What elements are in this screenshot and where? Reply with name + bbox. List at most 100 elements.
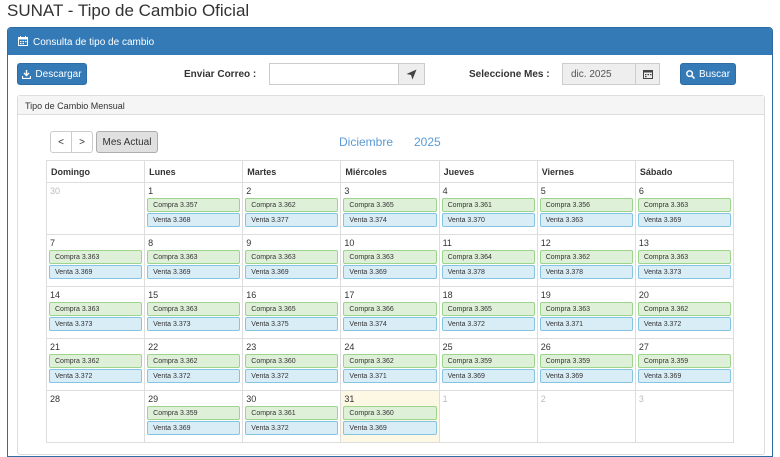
calendar-day-cell[interactable]: 25 Compra 3.359 Venta 3.369 [438,338,538,391]
calendar-week-row: 14 Compra 3.363 Venta 3.373 15 Compra 3.363 V… [45,286,735,339]
day-number: 8 [148,238,154,248]
day-number: 3 [638,394,644,404]
weekday-header: Lunes [144,160,244,183]
compra-rate: Compra 3.359 [637,354,731,368]
calendar-day-cell[interactable]: 19 Compra 3.363 Venta 3.371 [536,286,636,339]
compra-rate: Compra 3.362 [343,354,437,368]
compra-rate: Compra 3.362 [539,250,633,264]
calendar-day-cell[interactable]: 24 Compra 3.362 Venta 3.371 [340,338,440,391]
compra-rate: Compra 3.356 [539,198,633,212]
day-number: 30 [50,186,61,196]
calendar-day-cell[interactable]: 16 Compra 3.365 Venta 3.375 [242,286,342,339]
calendar-day-cell[interactable]: 11 Compra 3.364 Venta 3.378 [438,234,538,287]
day-number: 11 [442,238,452,248]
compra-rate: Compra 3.359 [441,354,535,368]
venta-rate: Venta 3.373 [147,317,241,331]
day-number: 10 [344,238,355,248]
subpanel-title: Tipo de Cambio Mensual [18,96,764,115]
day-number: 3 [344,186,350,196]
calendar-day-cell[interactable]: 12 Compra 3.362 Venta 3.378 [536,234,636,287]
calendar-day-cell[interactable]: 20 Compra 3.362 Venta 3.372 [634,286,735,339]
day-number: 25 [442,342,453,352]
compra-rate: Compra 3.360 [343,406,437,420]
month-input[interactable]: dic. 2025 [562,63,636,85]
compra-rate: Compra 3.363 [49,250,143,264]
calendar-day-cell[interactable]: 1 [438,390,538,443]
venta-rate: Venta 3.371 [343,369,437,383]
calendar-day-cell[interactable]: 23 Compra 3.360 Venta 3.372 [242,338,342,391]
day-number: 1 [442,394,448,404]
weekday-header: Domingo [45,160,146,183]
venta-rate: Venta 3.375 [245,317,339,331]
compra-rate: Compra 3.363 [49,302,143,316]
calendar-day-cell[interactable]: 2 Compra 3.362 Venta 3.377 [242,182,342,235]
compra-rate: Compra 3.362 [49,354,143,368]
next-month-button[interactable]: > [71,131,93,153]
calendar-day-cell[interactable]: 30 [45,182,146,235]
calendar-day-cell[interactable]: 29 Compra 3.359 Venta 3.369 [144,390,244,443]
venta-rate: Venta 3.372 [637,317,731,331]
calendar-year: 2025 [414,135,441,149]
calendar-day-cell[interactable]: 17 Compra 3.366 Venta 3.374 [340,286,440,339]
compra-rate: Compra 3.362 [245,198,339,212]
weekday-header: Sábado [634,160,735,183]
compra-rate: Compra 3.363 [147,302,241,316]
download-label: Descargar [35,68,82,80]
calendar-week-row: 21 Compra 3.362 Venta 3.372 22 Compra 3.362 V… [45,338,735,391]
calendar-day-cell[interactable]: 14 Compra 3.363 Venta 3.373 [45,286,146,339]
calendar-day-cell[interactable]: 5 Compra 3.356 Venta 3.363 [536,182,636,235]
compra-rate: Compra 3.359 [147,406,241,420]
venta-rate: Venta 3.372 [441,317,535,331]
day-number: 15 [148,290,159,300]
calendar-day-cell[interactable]: 28 [45,390,146,443]
calendar-day-cell[interactable]: 21 Compra 3.362 Venta 3.372 [45,338,146,391]
calendar-day-cell[interactable]: 30 Compra 3.361 Venta 3.372 [242,390,342,443]
month-label: Seleccione Mes : [469,69,550,80]
current-month-button[interactable]: Mes Actual [96,131,158,153]
calendar-day-cell[interactable]: 2 [536,390,636,443]
calendar-day-cell[interactable]: 18 Compra 3.365 Venta 3.372 [438,286,538,339]
email-input[interactable] [269,63,399,85]
calendar-day-cell[interactable]: 31 Compra 3.360 Venta 3.369 [340,390,440,443]
day-number: 2 [246,186,252,196]
calendar-day-cell[interactable]: 1 Compra 3.357 Venta 3.368 [144,182,244,235]
calendar-day-cell[interactable]: 3 Compra 3.365 Venta 3.374 [340,182,440,235]
venta-rate: Venta 3.369 [637,213,731,227]
calendar-day-cell[interactable]: 27 Compra 3.359 Venta 3.369 [634,338,735,391]
calendar-day-cell[interactable]: 7 Compra 3.363 Venta 3.369 [45,234,146,287]
venta-rate: Venta 3.369 [147,265,241,279]
calendar-day-cell[interactable]: 15 Compra 3.363 Venta 3.373 [144,286,244,339]
compra-rate: Compra 3.361 [441,198,535,212]
compra-rate: Compra 3.366 [343,302,437,316]
calendar-day-cell[interactable]: 13 Compra 3.363 Venta 3.373 [634,234,735,287]
day-number: 12 [540,238,551,248]
venta-rate: Venta 3.371 [539,317,633,331]
compra-rate: Compra 3.361 [245,406,339,420]
day-number: 9 [246,238,252,248]
compra-rate: Compra 3.359 [539,354,633,368]
venta-rate: Venta 3.369 [147,421,241,435]
month-picker-button[interactable] [635,63,660,85]
calendar-day-cell[interactable]: 22 Compra 3.362 Venta 3.372 [144,338,244,391]
day-number: 22 [148,342,159,352]
calendar-day-cell[interactable]: 26 Compra 3.359 Venta 3.369 [536,338,636,391]
calendar-day-cell[interactable]: 8 Compra 3.363 Venta 3.369 [144,234,244,287]
venta-rate: Venta 3.369 [343,421,437,435]
send-email-button[interactable] [398,63,425,85]
prev-month-button[interactable]: < [50,131,72,153]
calendar-day-cell[interactable]: 9 Compra 3.363 Venta 3.369 [242,234,342,287]
calendar-day-cell[interactable]: 4 Compra 3.361 Venta 3.370 [438,182,538,235]
compra-rate: Compra 3.363 [343,250,437,264]
weekday-header: Martes [242,160,342,183]
compra-rate: Compra 3.363 [147,250,241,264]
day-number: 14 [50,290,61,300]
download-button[interactable]: Descargar [17,63,87,85]
day-number: 1 [148,186,154,196]
search-button[interactable]: Buscar [680,63,736,85]
day-number: 21 [50,342,61,352]
calendar-day-cell[interactable]: 10 Compra 3.363 Venta 3.369 [340,234,440,287]
venta-rate: Venta 3.372 [245,421,339,435]
calendar-day-cell[interactable]: 3 [634,390,735,443]
calendar-day-cell[interactable]: 6 Compra 3.363 Venta 3.369 [634,182,735,235]
calendar-month-name: Diciembre [339,135,394,149]
